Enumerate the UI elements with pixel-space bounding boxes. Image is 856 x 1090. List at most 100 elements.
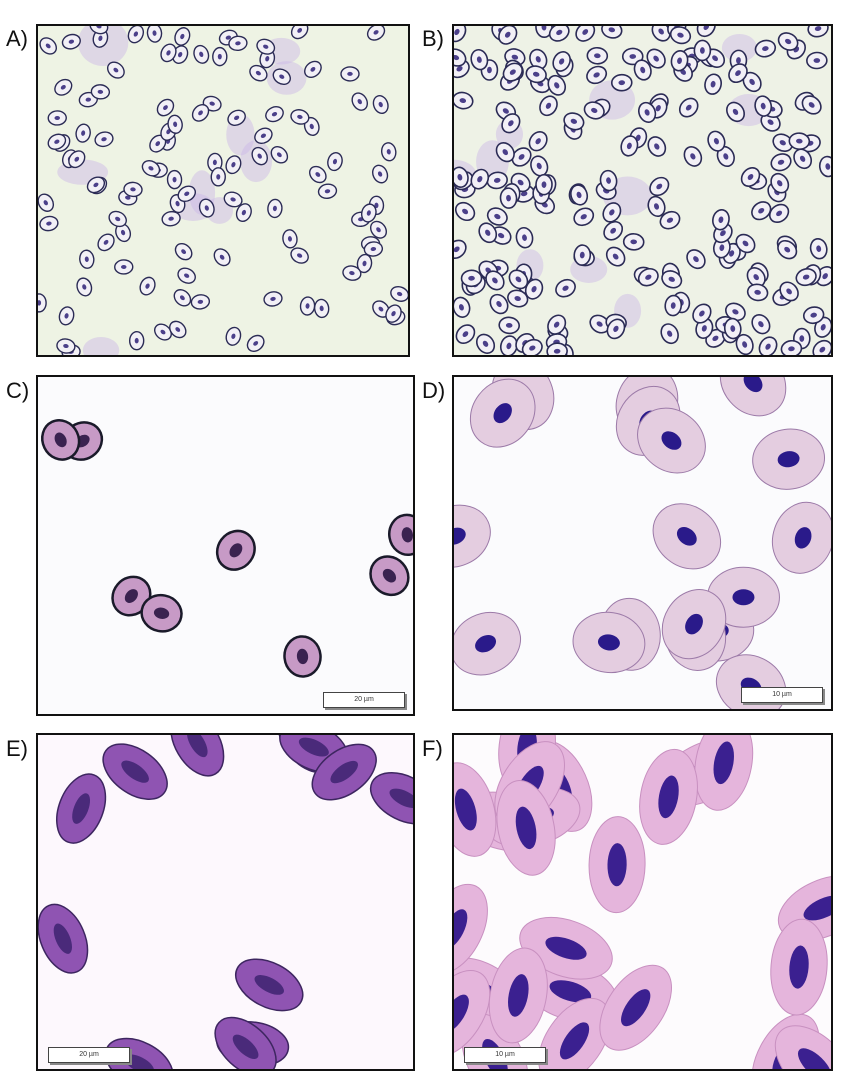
cell-nucleus bbox=[272, 205, 277, 212]
cell-nucleus bbox=[212, 159, 217, 166]
cell-nucleus bbox=[389, 788, 413, 809]
cell-nucleus bbox=[232, 1034, 259, 1059]
cell-nucleus bbox=[535, 138, 541, 145]
cell-nucleus bbox=[145, 283, 150, 289]
cell-nucleus bbox=[85, 97, 92, 102]
blood-cell bbox=[39, 37, 57, 55]
cell-nucleus bbox=[357, 99, 362, 105]
cell-body bbox=[575, 26, 596, 42]
blood-cell bbox=[76, 277, 93, 297]
blood-cell bbox=[772, 133, 794, 153]
cell-nucleus bbox=[175, 200, 180, 207]
blood-cell bbox=[575, 26, 596, 42]
blood-cell bbox=[502, 62, 523, 82]
blood-cell bbox=[746, 283, 769, 302]
cell-nucleus bbox=[777, 159, 785, 165]
blood-cell bbox=[114, 259, 134, 275]
blood-cell bbox=[535, 173, 553, 196]
blood-cell bbox=[369, 772, 413, 825]
cell-nucleus bbox=[496, 301, 502, 308]
cell-nucleus bbox=[732, 309, 739, 315]
cell-nucleus bbox=[701, 325, 707, 332]
cell-nucleus bbox=[153, 607, 170, 619]
cell-nucleus bbox=[608, 27, 616, 33]
blood-cell bbox=[210, 167, 226, 187]
cell-nucleus bbox=[591, 107, 598, 113]
blood-cell bbox=[214, 1016, 277, 1069]
cell-nucleus bbox=[276, 152, 282, 158]
blood-cell bbox=[454, 883, 488, 975]
cell-nucleus bbox=[670, 302, 676, 309]
cell-nucleus bbox=[454, 246, 460, 253]
cell-nucleus bbox=[753, 274, 759, 281]
cell-nucleus bbox=[529, 345, 536, 351]
cell-nucleus bbox=[287, 236, 292, 242]
cell-nucleus bbox=[477, 176, 483, 183]
blood-cell bbox=[774, 1025, 831, 1069]
blood-cell bbox=[283, 635, 322, 678]
blood-cell bbox=[696, 26, 716, 38]
blood-cell bbox=[372, 95, 389, 114]
cell-nucleus bbox=[506, 342, 512, 350]
blood-cell bbox=[620, 135, 639, 157]
cell-nucleus bbox=[819, 346, 826, 353]
cell-nucleus bbox=[802, 274, 810, 280]
blood-cell bbox=[573, 207, 595, 227]
blood-cell bbox=[751, 314, 771, 335]
cell-nucleus bbox=[758, 207, 765, 214]
blood-cell bbox=[304, 60, 322, 79]
panel-label-f: F) bbox=[422, 736, 443, 761]
blood-cell bbox=[235, 958, 304, 1012]
blood-cell bbox=[539, 95, 558, 117]
blood-cell bbox=[108, 210, 127, 228]
blood-cell bbox=[647, 195, 666, 218]
cell-nucleus bbox=[113, 67, 119, 73]
cell-nucleus bbox=[610, 227, 617, 234]
blood-cell bbox=[366, 26, 386, 41]
blood-cell bbox=[385, 304, 402, 323]
blood-cell bbox=[123, 181, 143, 198]
blood-cell bbox=[454, 762, 497, 857]
blood-cell bbox=[259, 49, 276, 69]
blood-cell bbox=[586, 46, 609, 65]
blood-cell bbox=[652, 503, 722, 570]
blood-cell bbox=[723, 317, 742, 340]
blood-cell bbox=[770, 172, 790, 194]
scale-bar-d: 10 µm bbox=[741, 687, 823, 703]
blood-cell bbox=[79, 249, 95, 269]
cell-nucleus bbox=[594, 53, 601, 59]
blood-cell bbox=[363, 241, 384, 257]
cell-nucleus bbox=[785, 38, 792, 45]
cell-nucleus bbox=[520, 191, 528, 197]
cell-nucleus bbox=[324, 189, 331, 194]
blood-cell bbox=[719, 377, 787, 417]
blood-cell bbox=[751, 201, 772, 221]
blood-cell bbox=[771, 501, 831, 574]
blood-cell bbox=[191, 104, 210, 122]
blood-cell bbox=[780, 339, 803, 355]
blood-cell bbox=[58, 306, 75, 326]
blood-cell bbox=[664, 294, 683, 317]
blood-cell bbox=[478, 222, 498, 244]
blood-cell bbox=[454, 166, 469, 188]
cell-nucleus bbox=[532, 71, 540, 77]
blood-cell bbox=[246, 334, 265, 352]
cell-nucleus bbox=[487, 66, 492, 74]
cell-nucleus bbox=[713, 741, 734, 785]
blood-cell bbox=[589, 314, 610, 334]
blood-cell bbox=[340, 66, 360, 82]
cell-nucleus bbox=[115, 216, 121, 222]
cell-nucleus bbox=[777, 451, 800, 468]
blood-cell bbox=[198, 198, 215, 218]
cell-nucleus bbox=[98, 35, 103, 42]
cell-nucleus bbox=[735, 70, 741, 77]
cell-nucleus bbox=[54, 432, 67, 448]
blood-cell bbox=[770, 153, 792, 172]
blood-cell bbox=[127, 26, 145, 44]
blood-cell bbox=[470, 48, 489, 71]
scale-bar-f: 10 µm bbox=[464, 1047, 546, 1063]
cell-nucleus bbox=[378, 101, 383, 108]
blood-cell bbox=[313, 298, 330, 319]
blood-cell bbox=[740, 167, 761, 187]
cell-nucleus bbox=[596, 321, 603, 327]
